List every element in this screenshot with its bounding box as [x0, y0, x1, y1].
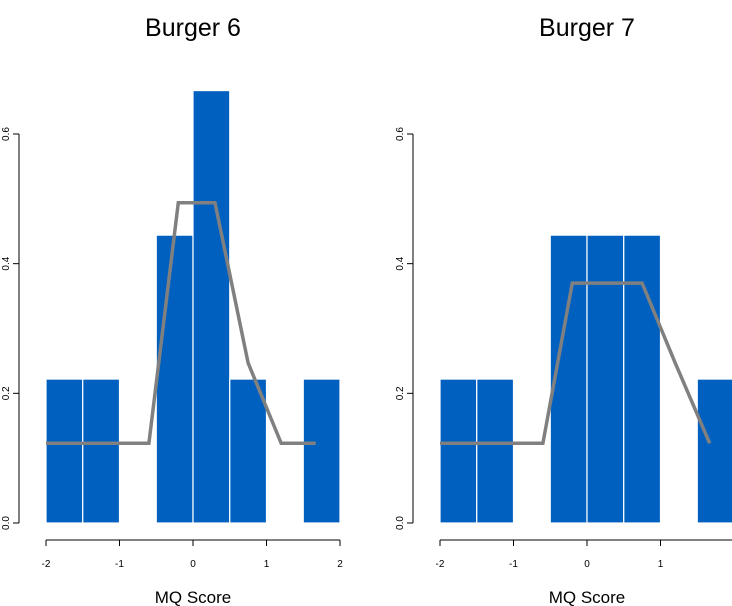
chart-title: Burger 6	[145, 14, 241, 42]
chart-panel-burger-6: Burger 6 0.0 0.2 0.4 0.6 -2 -1 0 1 2 MQ Score	[1, 14, 343, 606]
histogram-bar	[82, 378, 121, 524]
histogram-bar	[696, 378, 732, 524]
histogram-bar	[586, 234, 625, 524]
histogram-bar	[476, 378, 515, 524]
chart-panel-burger-7: Burger 7 0.0 0.2 0.4 0.6 -2 -1 0 1 MQ Score	[395, 14, 732, 606]
x-tick-label: -1	[115, 559, 124, 570]
y-tick-label: 0.2	[1, 386, 12, 400]
chart-title: Burger 7	[539, 14, 635, 42]
x-axis-label: MQ Score	[155, 588, 232, 606]
x-tick-label: 1	[264, 559, 270, 570]
histogram-bar	[192, 89, 231, 524]
histogram-bar	[302, 378, 341, 524]
y-tick-label: 0.6	[1, 127, 12, 141]
histogram-bar	[155, 234, 194, 524]
histogram-bar	[229, 378, 268, 524]
x-axis-label: MQ Score	[549, 588, 626, 606]
y-tick-label: 0.4	[395, 256, 406, 270]
histogram-bar	[439, 378, 478, 524]
y-tick-label: 0.2	[395, 386, 406, 400]
histogram-bar	[45, 378, 84, 524]
x-tick-label: 2	[337, 559, 343, 570]
y-tick-label: 0.6	[395, 127, 406, 141]
x-tick-label: -2	[436, 559, 445, 570]
y-tick-label: 0.4	[1, 256, 12, 270]
x-tick-label: 0	[584, 559, 590, 570]
x-tick-label: -1	[509, 559, 518, 570]
histogram-bar	[623, 234, 662, 524]
x-tick-label: -2	[42, 559, 51, 570]
density-line	[440, 281, 712, 446]
x-tick-label: 1	[658, 559, 664, 570]
y-tick-label: 0.0	[1, 516, 12, 530]
density-line	[46, 200, 316, 446]
y-tick-label: 0.0	[395, 516, 406, 530]
x-tick-label: 0	[190, 559, 196, 570]
